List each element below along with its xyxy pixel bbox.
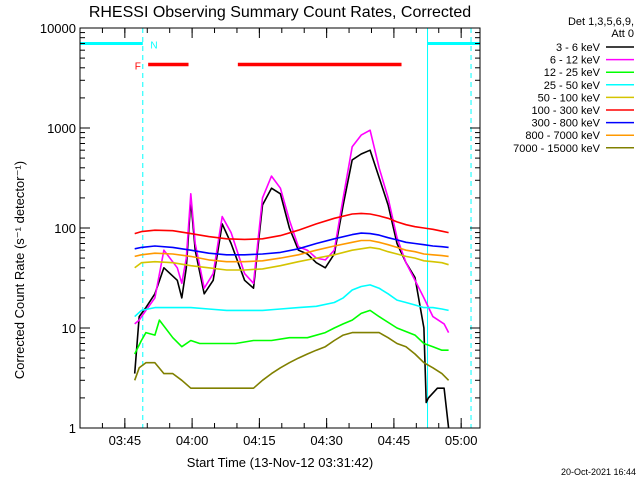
flag-label: N [150, 40, 157, 51]
flag-label: F [135, 61, 141, 72]
legend-header: Att 0 [611, 28, 634, 40]
chart-title: RHESSI Observing Summary Count Rates, Co… [89, 4, 471, 21]
x-tick-label: 04:45 [378, 433, 411, 448]
generation-timestamp: 20-Oct-2021 16:44 [561, 467, 636, 477]
legend-entry-label: 7000 - 15000 keV [513, 143, 601, 155]
legend-entry-label: 3 - 6 keV [556, 42, 601, 54]
axes: 1 10 100 1000 10000 03:45 04:00 04:15 04:30 04:45… [40, 21, 481, 448]
plot-area [80, 28, 480, 428]
x-tick-label: 04:00 [176, 433, 209, 448]
y-axis-label: Corrected Count Rate (s⁻¹ detector⁻¹) [12, 161, 27, 379]
legend-entry-label: 50 - 100 keV [538, 92, 601, 104]
legend-entry-label: 6 - 12 keV [550, 55, 601, 67]
y-tick-label: 100 [54, 221, 76, 236]
series-line-7000-15000-keV [133, 331, 450, 390]
plot-background [80, 28, 480, 428]
series-line-100-300-keV [134, 212, 449, 241]
y-tick-label: 10000 [40, 21, 76, 36]
x-tick-label: 05:00 [445, 433, 478, 448]
series-line-25-50-keV [134, 284, 449, 318]
legend-entry-label: 12 - 25 keV [544, 67, 601, 79]
x-axis-label: Start Time (13-Nov-12 03:31:42) [187, 455, 373, 470]
x-tick-label: 04:15 [243, 433, 276, 448]
y-tick-label: 1000 [47, 121, 76, 136]
legend-entry-label: 300 - 800 keV [532, 118, 601, 130]
series-line-6-12-keV [134, 129, 450, 333]
y-tick-label: 1 [69, 421, 76, 436]
x-tick-label: 03:45 [109, 433, 142, 448]
legend-header: Det 1,3,5,6,9, [568, 16, 634, 28]
y-tick-label: 10 [62, 321, 76, 336]
series-lines [133, 129, 450, 429]
legend-entry-label: 25 - 50 keV [544, 80, 601, 92]
series-line-12-25-keV [133, 309, 449, 355]
series-line-50-100-keV [134, 246, 449, 271]
series-line-800-7000-keV [134, 239, 449, 263]
series-line-300-800-keV [134, 232, 449, 256]
legend-entry-label: 800 - 7000 keV [525, 130, 600, 142]
legend-entry-label: 100 - 300 keV [532, 105, 601, 117]
x-tick-label: 04:30 [310, 433, 343, 448]
